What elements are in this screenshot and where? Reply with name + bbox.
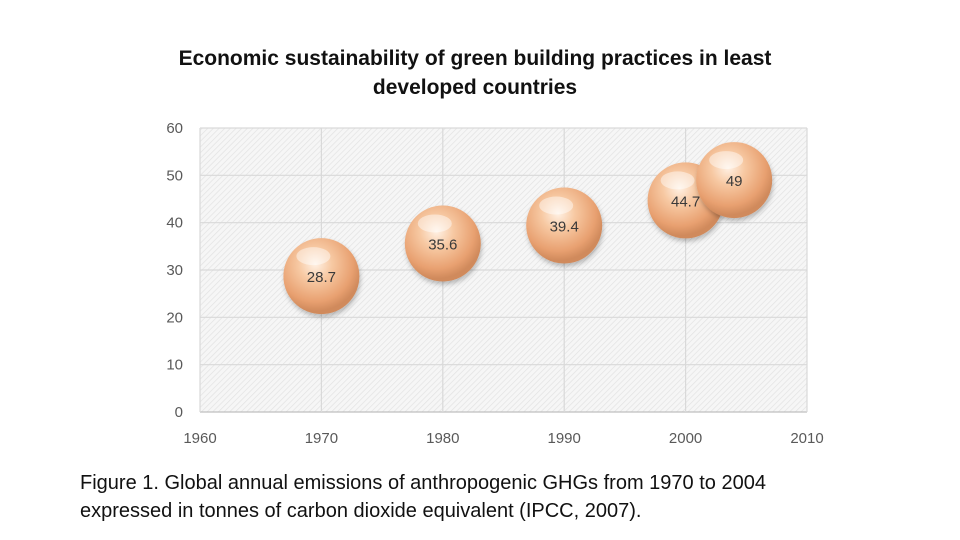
bubble-marker xyxy=(283,238,360,315)
bubble-highlight xyxy=(417,214,452,233)
bubble-data-label: 49 xyxy=(726,173,743,190)
bubble-point: 39.4 xyxy=(526,187,603,264)
bubble-data-label: 35.6 xyxy=(428,236,457,253)
y-tick-label: 10 xyxy=(166,357,183,374)
bubble-point: 28.7 xyxy=(283,238,360,315)
x-tick-label: 2010 xyxy=(790,430,823,447)
x-tick-label: 1960 xyxy=(183,430,216,447)
bubble-marker xyxy=(526,187,603,264)
y-tick-label: 40 xyxy=(166,215,183,232)
x-tick-label: 1990 xyxy=(548,430,581,447)
chart-title: Economic sustainability of green buildin… xyxy=(120,44,830,102)
y-tick-label: 60 xyxy=(166,120,183,137)
figure-caption-line-1: Figure 1. Global annual emissions of ant… xyxy=(80,472,766,494)
bubble-point: 35.6 xyxy=(404,205,481,282)
bubble-chart: 0 10 20 30 40 50 60 1960 1970 1980 1990 2000 2010 2… xyxy=(150,112,850,457)
bubble-point: 49 xyxy=(696,142,773,219)
y-tick-label: 0 xyxy=(175,404,183,421)
figure-caption: Figure 1. Global annual emissions of ant… xyxy=(80,469,940,525)
bubble-data-label: 39.4 xyxy=(550,219,579,236)
bubble-marker xyxy=(696,142,773,219)
y-tick-label: 30 xyxy=(166,262,183,279)
bubble-highlight xyxy=(709,151,744,170)
y-tick-label: 50 xyxy=(166,167,183,184)
bubble-highlight xyxy=(660,171,695,190)
bubble-chart-svg: 0 10 20 30 40 50 60 1960 1970 1980 1990 2000 2010 2… xyxy=(166,120,823,447)
y-tick-label: 20 xyxy=(166,309,183,326)
figure-caption-line-2: expressed in tonnes of carbon dioxide eq… xyxy=(80,500,642,522)
bubble-highlight xyxy=(296,247,331,266)
bubble-marker xyxy=(404,205,481,282)
bubble-data-label: 44.7 xyxy=(671,193,700,210)
bubble-data-label: 28.7 xyxy=(307,269,336,286)
x-tick-label: 1980 xyxy=(426,430,459,447)
chart-title-line-1: Economic sustainability of green buildin… xyxy=(178,47,772,70)
x-tick-label: 2000 xyxy=(669,430,702,447)
bubble-highlight xyxy=(539,196,574,215)
chart-title-line-2: developed countries xyxy=(372,76,578,99)
x-tick-label: 1970 xyxy=(305,430,338,447)
